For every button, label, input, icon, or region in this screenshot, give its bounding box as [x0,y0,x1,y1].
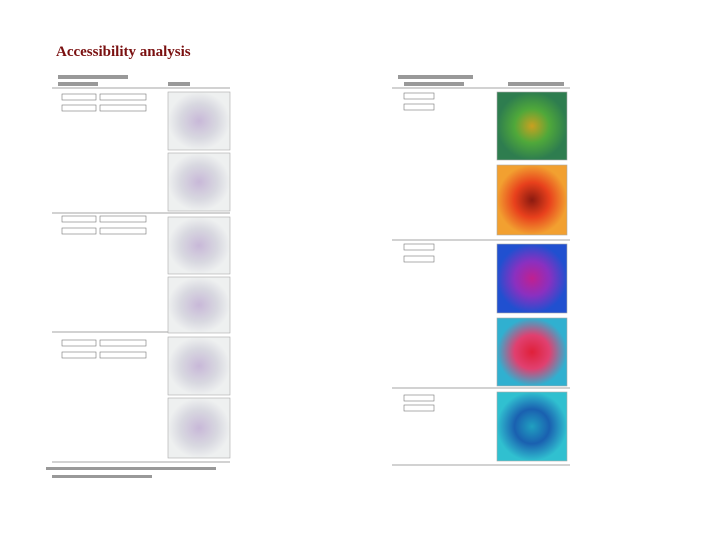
box [99,93,147,101]
map [167,152,231,212]
map [167,91,231,151]
box [61,215,97,223]
text-line [168,82,190,86]
box [99,215,147,223]
text-line [58,82,98,86]
box [61,351,97,359]
box [403,92,435,100]
box [61,227,97,235]
map [167,336,231,396]
step-boxes [61,93,147,359]
map [496,91,568,161]
box [403,103,435,111]
box [403,243,435,251]
box [99,227,147,235]
box [403,255,435,263]
map [496,317,568,387]
text-line [404,82,464,86]
map [167,397,231,459]
box [403,404,435,412]
slide-title: Accessibility analysis [56,44,191,60]
box [61,93,97,101]
map [496,243,568,314]
text-line [398,75,473,79]
map-thumbnails [167,91,231,459]
map [496,391,568,462]
right-table [392,87,570,466]
placeholder-text [46,75,216,478]
box [99,339,147,347]
placeholder-text [398,75,564,86]
map [167,216,231,275]
box [61,339,97,347]
text-line [46,467,216,470]
text-line [52,475,152,478]
step-boxes [403,92,435,412]
map-thumbnails [496,91,568,462]
map [167,276,231,334]
text-line [508,82,564,86]
box [403,394,435,402]
text-line [58,75,128,79]
box [99,351,147,359]
map [496,164,568,236]
box [61,104,97,112]
box [99,104,147,112]
